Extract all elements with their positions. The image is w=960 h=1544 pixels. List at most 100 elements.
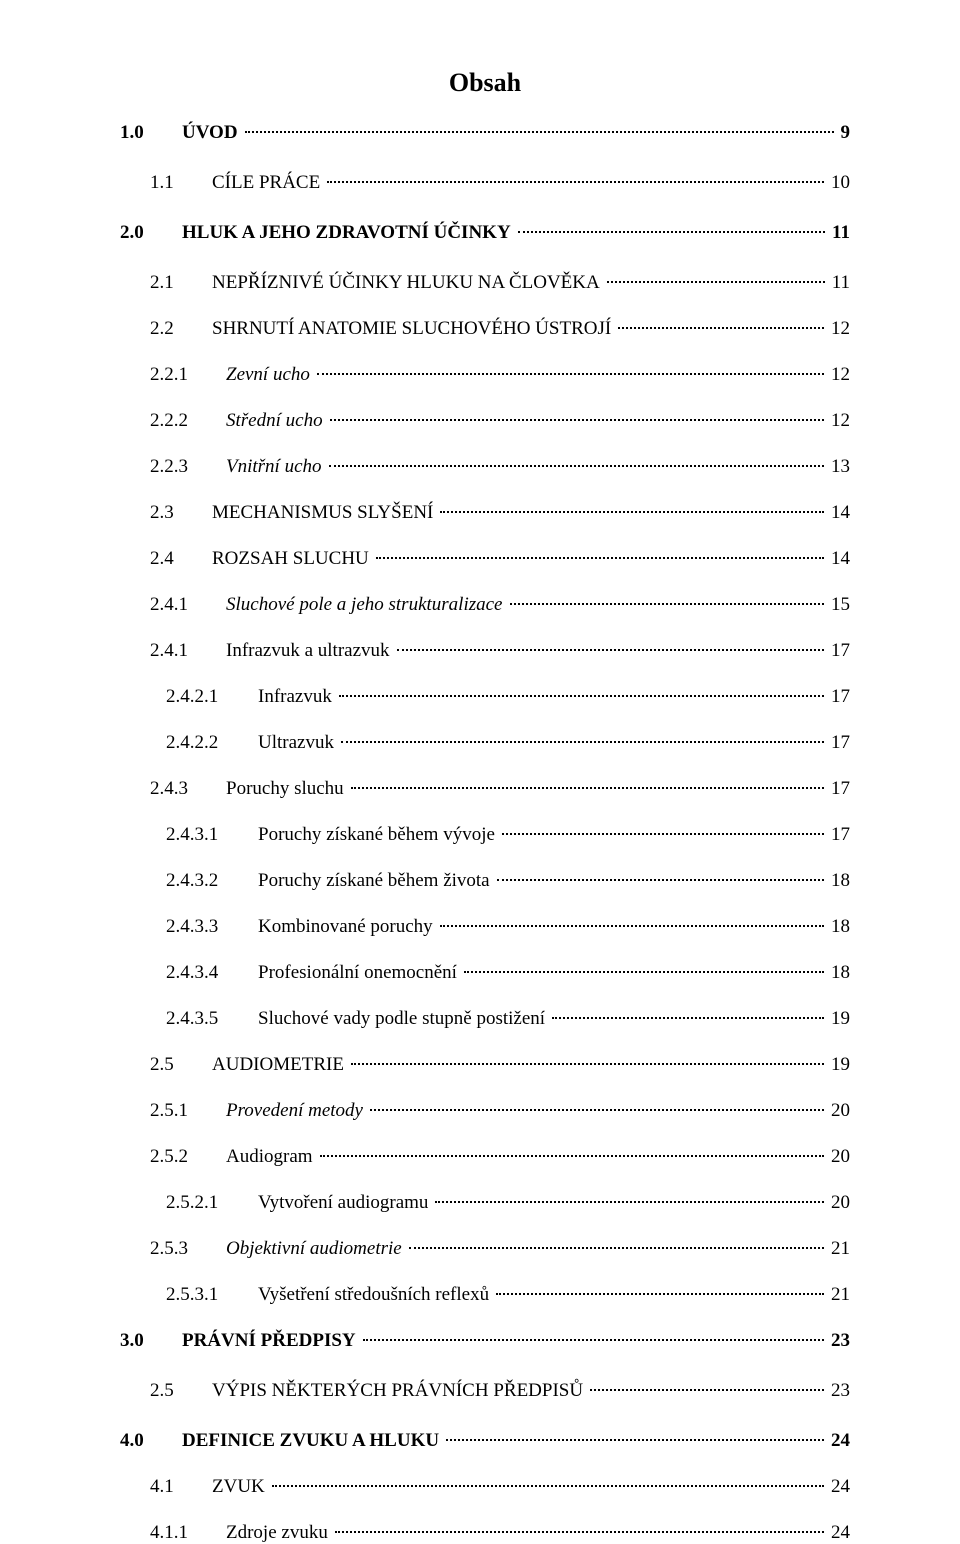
toc-leader-dots	[552, 1017, 824, 1019]
toc-number: 2.1	[150, 272, 212, 294]
toc-label: Infrazvuk	[258, 686, 336, 708]
toc-leader-dots	[446, 1439, 824, 1441]
toc-label: Audiogram	[226, 1146, 317, 1168]
toc-label: ÚVOD	[182, 122, 242, 144]
toc-number: 2.2.2	[150, 410, 226, 432]
toc-leader-dots	[363, 1339, 824, 1341]
toc-page-number: 12	[827, 410, 850, 432]
toc-row: 2.5.3.1Vyšetření středoušních reflexů21	[120, 1284, 850, 1306]
toc-row: 4.1ZVUK24	[120, 1476, 850, 1498]
toc-page-number: 17	[827, 824, 850, 846]
toc-label: ZVUK	[212, 1476, 269, 1498]
toc-page-number: 17	[827, 732, 850, 754]
toc-number: 1.0	[120, 122, 182, 144]
toc-leader-dots	[496, 1293, 824, 1295]
toc-label: NEPŘÍZNIVÉ ÚČINKY HLUKU NA ČLOVĚKA	[212, 272, 604, 294]
toc-number: 2.4.3	[150, 778, 226, 800]
toc-page-number: 21	[827, 1284, 850, 1306]
toc-page-number: 11	[828, 222, 850, 244]
toc-leader-dots	[618, 327, 824, 329]
toc-number: 2.5.1	[150, 1100, 226, 1122]
toc-row: 4.1.1Zdroje zvuku24	[120, 1522, 850, 1544]
toc-label: Provedení metody	[226, 1100, 367, 1122]
toc-page-number: 20	[827, 1146, 850, 1168]
toc-label: Vnitřní ucho	[226, 456, 326, 478]
toc-leader-dots	[440, 511, 824, 513]
toc-leader-dots	[351, 787, 824, 789]
toc-label: PRÁVNÍ PŘEDPISY	[182, 1330, 360, 1352]
toc-page-number: 18	[827, 962, 850, 984]
toc-row: 2.5.1Provedení metody 20	[120, 1100, 850, 1122]
toc-leader-dots	[317, 373, 824, 375]
toc-label: Objektivní audiometrie	[226, 1238, 406, 1260]
toc-number: 2.5.3.1	[166, 1284, 258, 1306]
toc-label: Poruchy získané během vývoje	[258, 824, 499, 846]
toc-row: 2.4.2.2Ultrazvuk17	[120, 732, 850, 754]
toc-page-number: 19	[827, 1054, 850, 1076]
toc-row: 2.5.2Audiogram20	[120, 1146, 850, 1168]
toc-number: 2.3	[150, 502, 212, 524]
toc-leader-dots	[590, 1389, 824, 1391]
toc-number: 4.1	[150, 1476, 212, 1498]
toc-page-number: 19	[827, 1008, 850, 1030]
toc-row: 1.1CÍLE PRÁCE10	[120, 172, 850, 194]
toc-number: 2.4	[150, 548, 212, 570]
toc-label: VÝPIS NĚKTERÝCH PRÁVNÍCH PŘEDPISŮ	[212, 1380, 587, 1402]
toc-leader-dots	[272, 1485, 824, 1487]
toc-leader-dots	[351, 1063, 824, 1065]
toc-body: 1.0ÚVOD91.1CÍLE PRÁCE102.0HLUK A JEHO ZD…	[120, 122, 850, 1544]
toc-number: 2.5.2.1	[166, 1192, 258, 1214]
toc-page-number: 9	[837, 122, 851, 144]
toc-leader-dots	[502, 833, 824, 835]
toc-label: Zevní ucho	[226, 364, 314, 386]
toc-page-number: 15	[827, 594, 850, 616]
toc-page-number: 14	[827, 502, 850, 524]
toc-title: Obsah	[120, 68, 850, 98]
toc-number: 3.0	[120, 1330, 182, 1352]
toc-number: 2.4.2.1	[166, 686, 258, 708]
toc-number: 4.0	[120, 1430, 182, 1452]
toc-leader-dots	[341, 741, 824, 743]
toc-leader-dots	[607, 281, 825, 283]
toc-page-number: 23	[827, 1330, 850, 1352]
toc-row: 2.1NEPŘÍZNIVÉ ÚČINKY HLUKU NA ČLOVĚKA 11	[120, 272, 850, 294]
toc-label: Kombinované poruchy	[258, 916, 437, 938]
toc-leader-dots	[339, 695, 824, 697]
toc-row: 2.4.3.3Kombinované poruchy18	[120, 916, 850, 938]
toc-row: 2.5.2.1Vytvoření audiogramu20	[120, 1192, 850, 1214]
toc-page-number: 11	[828, 272, 850, 294]
toc-label: Zdroje zvuku	[226, 1522, 332, 1544]
toc-row: 2.2SHRNUTÍ ANATOMIE SLUCHOVÉHO ÚSTROJÍ12	[120, 318, 850, 340]
toc-label: Ultrazvuk	[258, 732, 338, 754]
toc-row: 2.4.2.1Infrazvuk17	[120, 686, 850, 708]
toc-label: Střední ucho	[226, 410, 327, 432]
toc-leader-dots	[329, 465, 824, 467]
toc-row: 2.4.1Infrazvuk a ultrazvuk17	[120, 640, 850, 662]
toc-number: 2.0	[120, 222, 182, 244]
toc-number: 2.4.1	[150, 640, 226, 662]
toc-leader-dots	[370, 1109, 824, 1111]
toc-page-number: 12	[827, 364, 850, 386]
toc-row: 4.0DEFINICE ZVUKU A HLUKU24	[120, 1430, 850, 1452]
toc-leader-dots	[409, 1247, 824, 1249]
toc-number: 2.5.3	[150, 1238, 226, 1260]
toc-page-number: 14	[827, 548, 850, 570]
toc-label: Profesionální onemocnění	[258, 962, 461, 984]
toc-row: 2.4.3.2Poruchy získané během života18	[120, 870, 850, 892]
toc-number: 2.2.3	[150, 456, 226, 478]
toc-page-number: 20	[827, 1100, 850, 1122]
toc-number: 2.5	[150, 1054, 212, 1076]
toc-leader-dots	[245, 131, 834, 133]
toc-leader-dots	[464, 971, 824, 973]
toc-page-number: 17	[827, 640, 850, 662]
toc-row: 2.5.3Objektivní audiometrie21	[120, 1238, 850, 1260]
toc-label: Sluchové vady podle stupně postižení	[258, 1008, 549, 1030]
toc-label: MECHANISMUS SLYŠENÍ	[212, 502, 437, 524]
toc-number: 2.4.1	[150, 594, 226, 616]
toc-label: Poruchy získané během života	[258, 870, 494, 892]
toc-page-number: 12	[827, 318, 850, 340]
toc-number: 2.4.3.5	[166, 1008, 258, 1030]
toc-row: 2.2.2Střední ucho 12	[120, 410, 850, 432]
toc-label: DEFINICE ZVUKU A HLUKU	[182, 1430, 443, 1452]
toc-row: 2.4ROZSAH SLUCHU14	[120, 548, 850, 570]
